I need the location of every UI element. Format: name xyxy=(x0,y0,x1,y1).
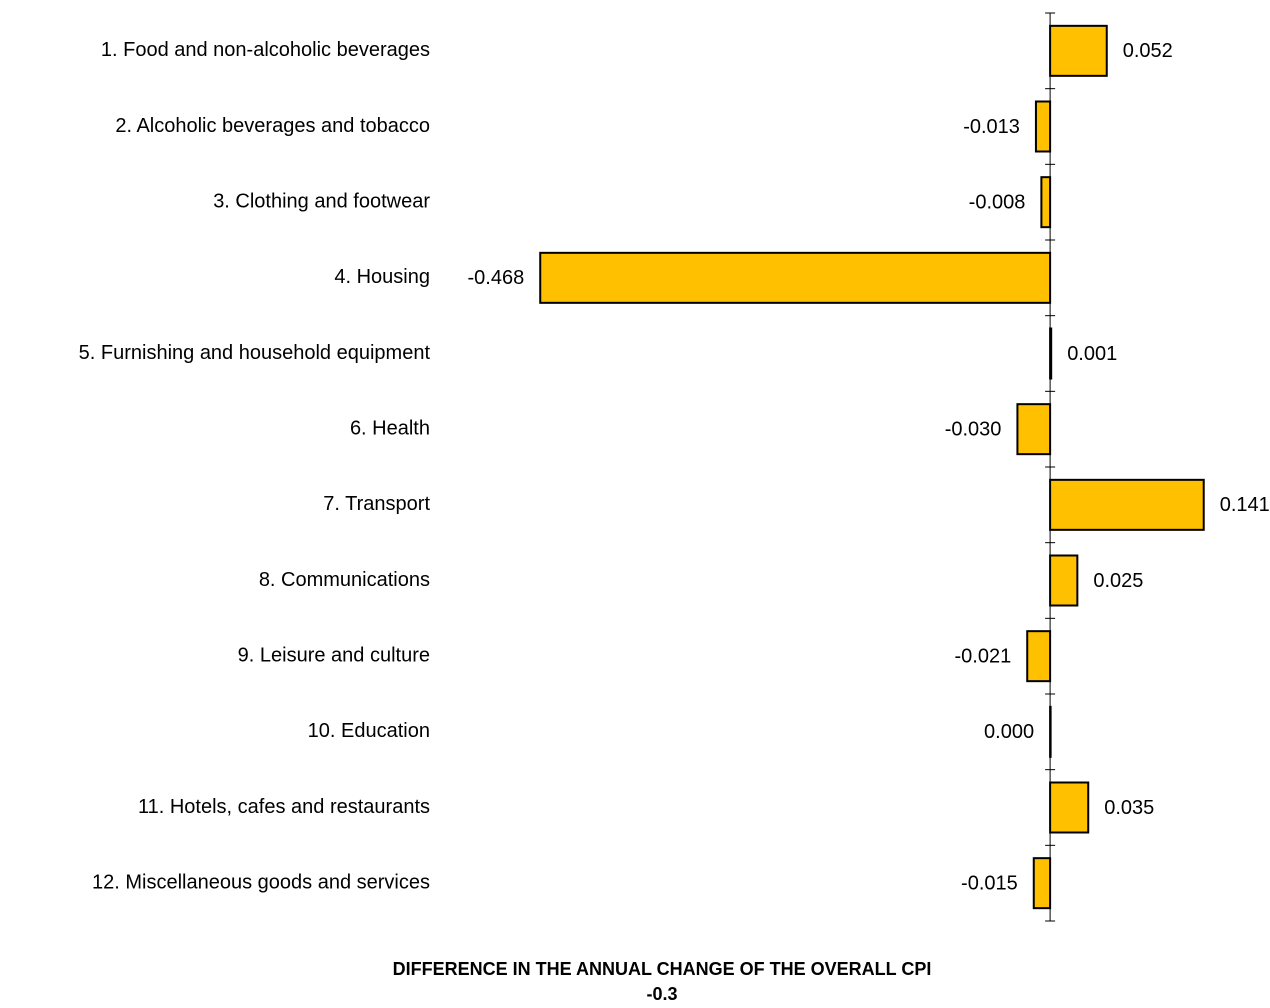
bar xyxy=(1034,100,1052,153)
value-label: 0.000 xyxy=(984,721,1034,743)
category-label: 4. Housing xyxy=(334,266,430,288)
bar xyxy=(1040,176,1052,229)
value-label: -0.008 xyxy=(969,191,1026,213)
category-label: 5. Furnishing and household equipment xyxy=(79,342,431,364)
value-label: 0.141 xyxy=(1220,494,1270,516)
value-label: -0.013 xyxy=(963,116,1020,138)
category-label: 11. Hotels, cafes and restaurants xyxy=(138,796,430,818)
value-label: -0.015 xyxy=(961,872,1018,894)
value-label: 0.025 xyxy=(1093,570,1143,592)
category-label: 12. Miscellaneous goods and services xyxy=(92,871,430,893)
value-label: -0.468 xyxy=(468,267,525,289)
bar xyxy=(1032,857,1052,910)
bar xyxy=(1049,24,1108,77)
category-label: 3. Clothing and footwear xyxy=(213,190,430,212)
bar xyxy=(539,251,1052,304)
category-label: 8. Communications xyxy=(259,569,430,591)
value-label: -0.030 xyxy=(945,418,1002,440)
category-label: 1. Food and non-alcoholic beverages xyxy=(101,39,430,61)
category-label: 9. Leisure and culture xyxy=(238,644,430,666)
category-label: 2. Alcoholic beverages and tobacco xyxy=(115,115,430,137)
value-label: 0.052 xyxy=(1123,40,1173,62)
value-label: -0.021 xyxy=(955,645,1012,667)
bar xyxy=(1049,478,1205,531)
value-label: 0.035 xyxy=(1104,797,1154,819)
bar xyxy=(1026,630,1052,683)
chart-title: DIFFERENCE IN THE ANNUAL CHANGE OF THE O… xyxy=(393,959,932,979)
bar xyxy=(1049,554,1079,607)
category-label: 10. Education xyxy=(308,720,430,742)
bar xyxy=(1049,781,1090,834)
category-label: 6. Health xyxy=(350,417,430,439)
bar xyxy=(1016,403,1052,456)
category-label: 7. Transport xyxy=(323,493,430,515)
total-change: -0.3 xyxy=(646,984,677,1004)
value-label: 0.001 xyxy=(1067,343,1117,365)
